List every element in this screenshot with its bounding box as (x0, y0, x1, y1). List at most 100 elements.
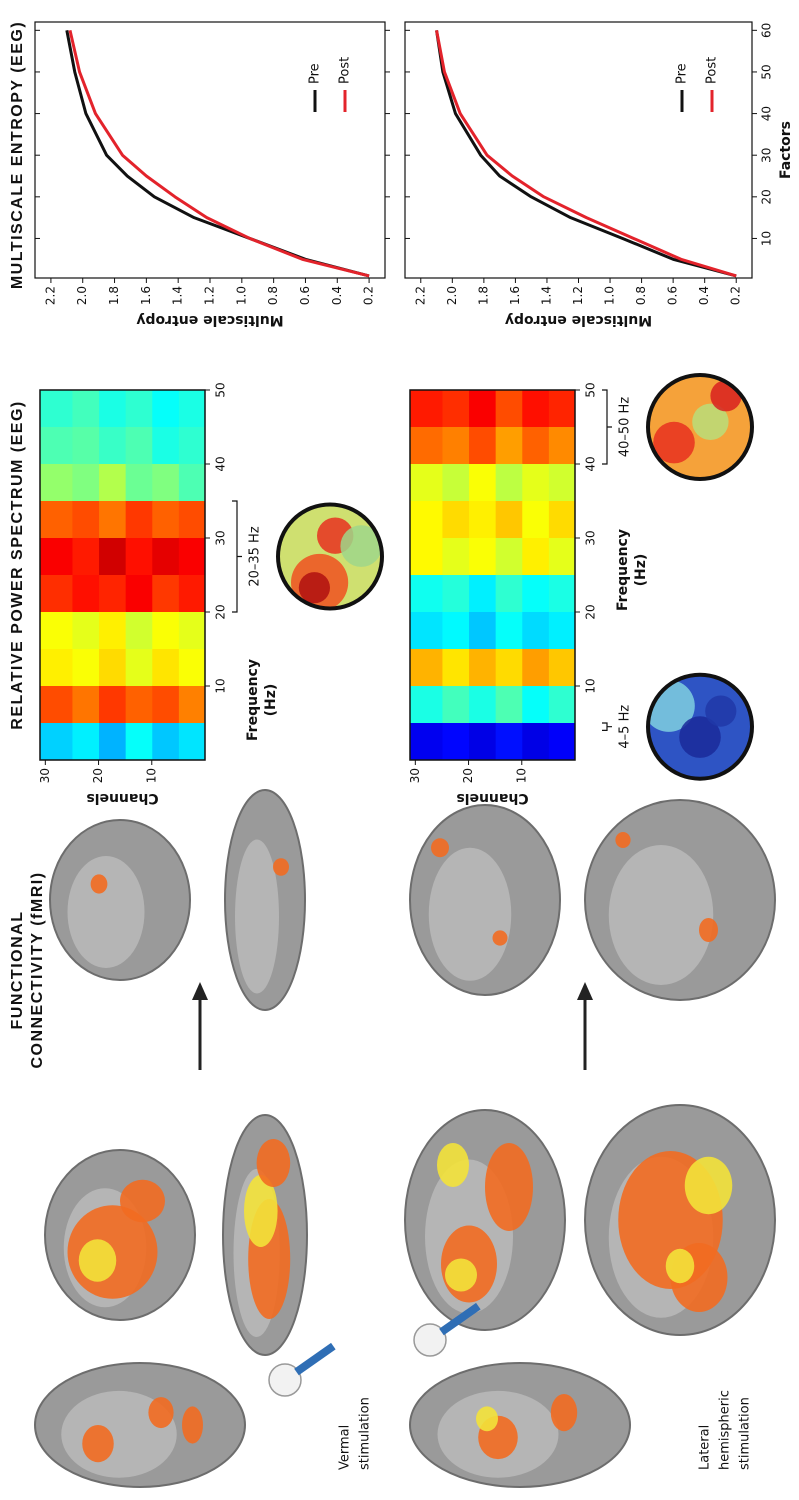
heat-cell (548, 723, 575, 761)
topomap-blob (710, 380, 741, 411)
heat-cell (72, 575, 99, 613)
heat-cell (125, 464, 152, 502)
y-tick-label: 20 (91, 768, 105, 783)
heat-cell (178, 723, 205, 761)
activation (615, 832, 630, 848)
heat-cell (72, 538, 99, 576)
band-bracket (602, 723, 612, 730)
heat-cell (410, 723, 442, 761)
heat-cell (469, 464, 496, 502)
heat-cell (125, 612, 152, 650)
heat-cell (548, 390, 575, 428)
heat-cell (442, 612, 469, 650)
x-tick-label: 30 (760, 148, 774, 163)
brain (35, 1363, 245, 1487)
y-tick-label: 0.4 (330, 286, 344, 305)
heat-cell (178, 575, 205, 613)
activation (82, 1425, 114, 1462)
heat-cell (125, 686, 152, 724)
topomap-blob (299, 572, 330, 603)
brain (410, 1363, 630, 1487)
arrow-head (192, 982, 208, 1000)
activation (699, 918, 718, 942)
section-title: RELATIVE POWER SPECTRUM (EEG) (9, 400, 26, 729)
heat-cell (40, 427, 72, 465)
heat-cell (40, 686, 72, 724)
heat-cell (152, 427, 179, 465)
heat-cell (410, 649, 442, 687)
y-tick-label: 0.6 (298, 286, 312, 305)
y-axis-label: Channels (86, 790, 158, 806)
heat-cell (40, 538, 72, 576)
heat-cell (125, 501, 152, 539)
x-axis-label: (Hz) (633, 554, 649, 587)
heat-cell (99, 501, 126, 539)
y-tick-label: 30 (38, 768, 52, 783)
x-tick-label: 30 (214, 530, 228, 545)
activation (476, 1406, 498, 1431)
heat-cell (442, 575, 469, 613)
heat-cell (178, 390, 205, 428)
heat-cell (72, 501, 99, 539)
heat-cell (40, 649, 72, 687)
activation (257, 1139, 291, 1187)
y-tick-label: 0.8 (266, 286, 280, 305)
band-label: 20–35 Hz (248, 526, 263, 586)
heat-cell (522, 427, 549, 465)
activation (148, 1397, 173, 1428)
heat-cell (40, 390, 72, 428)
y-tick-label: 2.2 (43, 286, 57, 305)
heat-cell (152, 464, 179, 502)
x-tick-label: 40 (760, 106, 774, 121)
heat-cell (125, 649, 152, 687)
heat-cell (548, 464, 575, 502)
heat-cell (125, 538, 152, 576)
heat-cell (495, 723, 522, 761)
stimulation-label: Vermal (338, 1425, 353, 1470)
y-tick-label: 30 (408, 768, 422, 783)
heat-cell (40, 612, 72, 650)
heat-cell (495, 390, 522, 428)
heat-cell (548, 538, 575, 576)
heat-cell (548, 501, 575, 539)
legend-label: Post (705, 57, 720, 84)
y-tick-label: 0.2 (729, 286, 743, 305)
activation (437, 1143, 469, 1187)
legend-label: Post (338, 57, 353, 84)
heat-cell (442, 649, 469, 687)
heat-cell (442, 501, 469, 539)
heat-cell (178, 538, 205, 576)
heat-cell (72, 427, 99, 465)
brain (225, 790, 305, 1010)
heat-cell (152, 390, 179, 428)
heat-cell (72, 612, 99, 650)
heat-cell (178, 464, 205, 502)
heat-cell (178, 612, 205, 650)
brain (50, 820, 190, 980)
brain-shade (235, 840, 279, 994)
heat-cell (99, 686, 126, 724)
activation (120, 1180, 165, 1223)
heat-cell (469, 501, 496, 539)
series-line (67, 30, 369, 276)
y-tick-label: 0.6 (666, 286, 680, 305)
heat-cell (442, 390, 469, 428)
heat-cell (99, 427, 126, 465)
heat-cell (152, 575, 179, 613)
heat-cell (548, 686, 575, 724)
y-axis-label: Multiscale entropy (505, 312, 652, 328)
heat-cell (410, 575, 442, 613)
brain-shade (68, 856, 145, 968)
heat-cell (442, 686, 469, 724)
heat-cell (178, 649, 205, 687)
y-tick-label: 0.2 (362, 286, 376, 305)
stimulation-label: stimulation (738, 1397, 753, 1470)
figure: MULTISCALE ENTROPY (EEG)RELATIVE POWER S… (0, 0, 799, 1500)
plot-frame (35, 22, 385, 278)
series-line (437, 30, 737, 276)
activation (685, 1157, 733, 1215)
heat-cell (410, 427, 442, 465)
brain (410, 805, 560, 995)
y-tick-label: 1.8 (107, 286, 121, 305)
series-line (70, 30, 369, 276)
